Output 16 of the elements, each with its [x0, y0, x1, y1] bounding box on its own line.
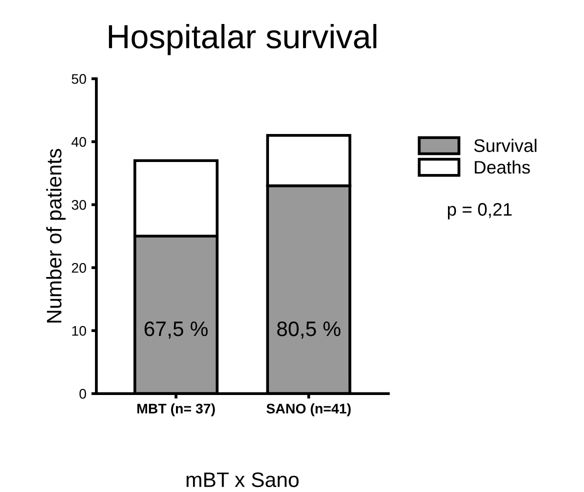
- y-tick-label: 30: [72, 200, 86, 210]
- legend-label: Deaths: [474, 160, 530, 174]
- y-tick-label: 0: [79, 388, 86, 399]
- annotation: 80,5 %: [277, 321, 340, 339]
- x-axis-title: mBT x Sano: [186, 472, 299, 488]
- x-tick-label: SANO (n=41): [266, 403, 351, 416]
- y-tick-label: 10: [72, 326, 86, 336]
- x-tick-label: MBT (n= 37): [137, 403, 215, 416]
- text: p = 0,21: [448, 203, 512, 220]
- y-tick-label: 40: [72, 137, 86, 147]
- y-axis-title: Number of patients: [46, 148, 66, 322]
- y-tick-label: 50: [72, 74, 86, 84]
- legend-label: Survival: [474, 138, 536, 152]
- chart-title: Hospitalar survival: [108, 24, 376, 56]
- annotation: 67,5 %: [144, 321, 208, 339]
- y-tick-label: 20: [72, 262, 86, 273]
